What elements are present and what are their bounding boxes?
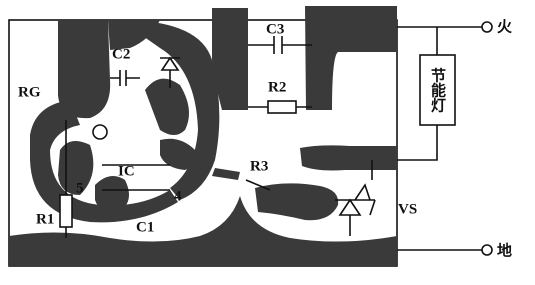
component-label: C3 bbox=[266, 21, 284, 37]
component-label: R3 bbox=[250, 158, 268, 174]
lamp-box bbox=[419, 54, 456, 126]
components bbox=[59, 36, 376, 238]
ground-label: 地 bbox=[497, 242, 512, 260]
live-terminal bbox=[481, 21, 493, 33]
component-label: VS bbox=[398, 201, 417, 217]
component-label: R2 bbox=[268, 79, 286, 95]
component-label: IC bbox=[118, 163, 135, 179]
copper-traces bbox=[9, 6, 397, 266]
external-wiring bbox=[397, 21, 493, 256]
component-label: 4 bbox=[174, 188, 182, 204]
ground-terminal bbox=[481, 244, 493, 256]
component-label: R1 bbox=[36, 211, 54, 227]
component-label: C2 bbox=[112, 46, 130, 62]
component-label: RG bbox=[18, 84, 41, 100]
component-label: 5 bbox=[76, 180, 84, 196]
component-label: C1 bbox=[136, 219, 154, 235]
live-label: 火 bbox=[497, 18, 513, 36]
lamp-label: 节能灯 bbox=[429, 67, 447, 114]
